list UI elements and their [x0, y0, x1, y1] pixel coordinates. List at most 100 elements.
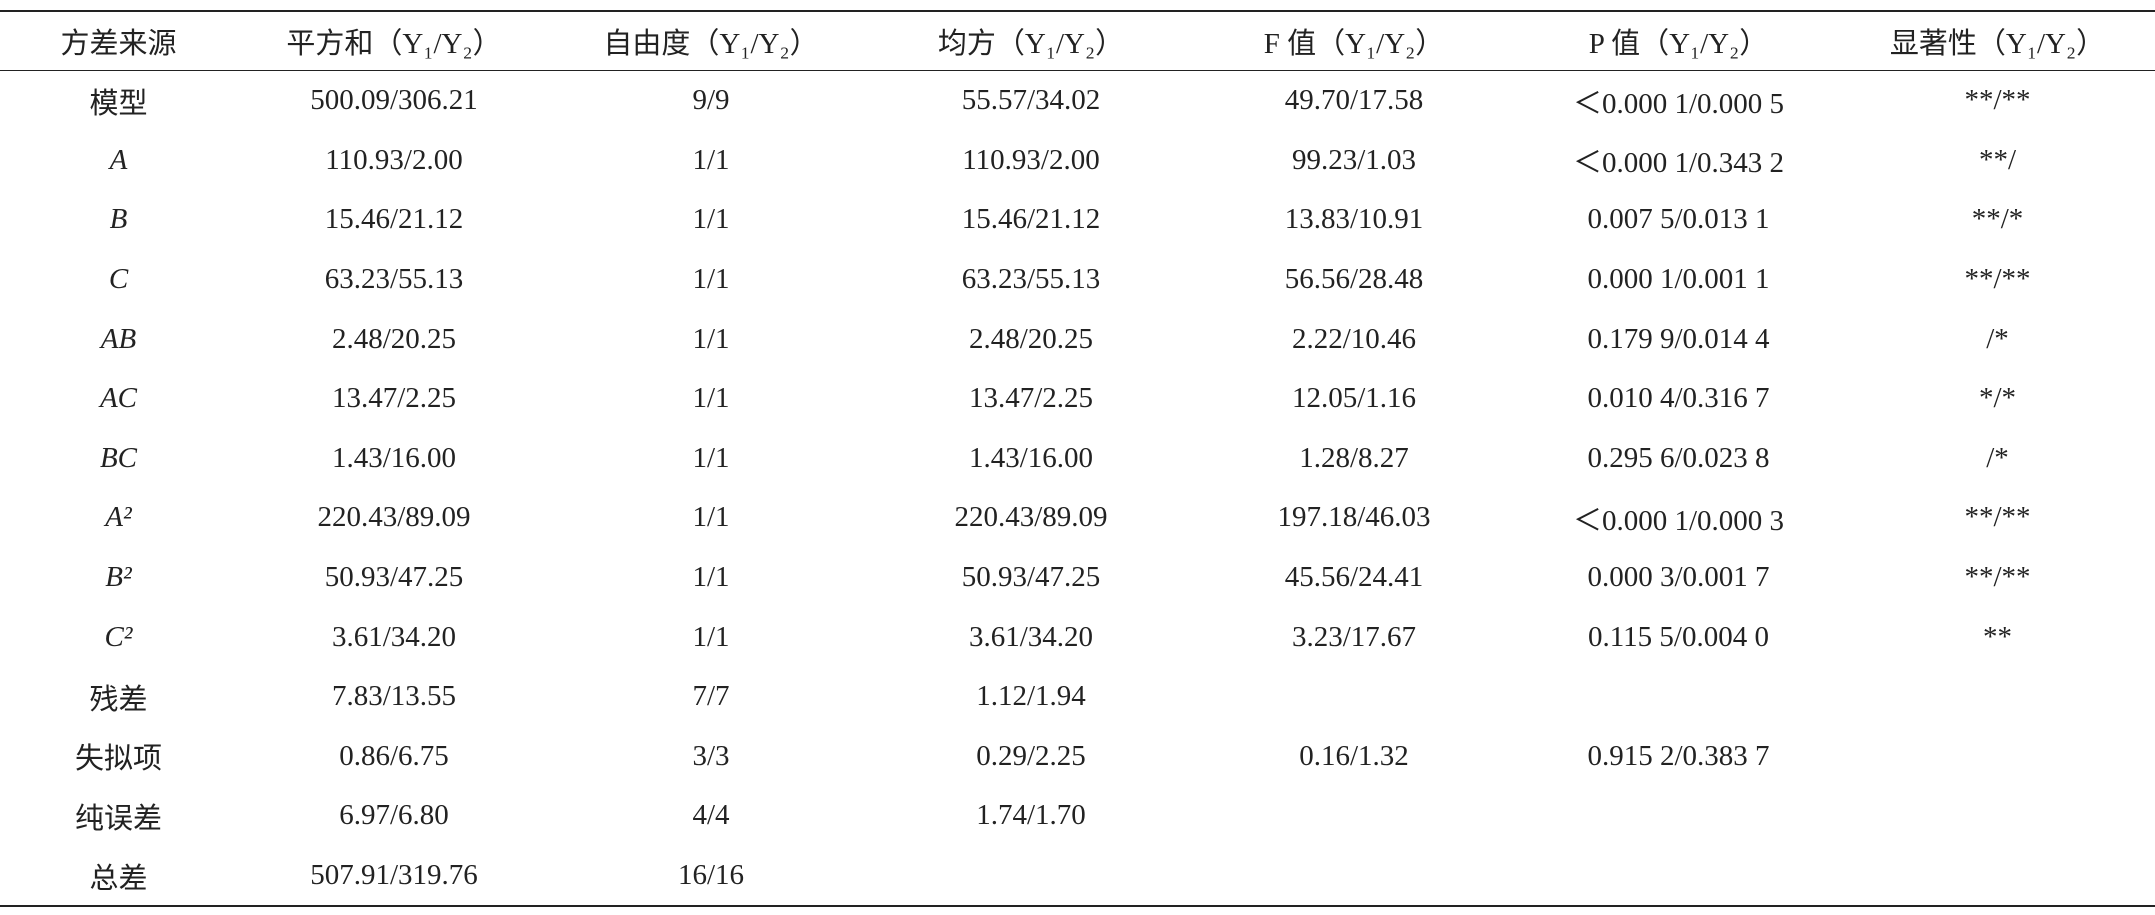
value-cell: 16/16	[677, 859, 745, 892]
header-cell: F 值（Y₁/Y₂）	[1263, 28, 1445, 60]
header-cell: 显著性（Y₁/Y₂）	[1889, 28, 2106, 60]
source-cell: 纯误差	[74, 802, 162, 835]
table-row: 纯误差 6.97/6.80 4/4 1.74/1.70	[0, 786, 2155, 846]
table-row: A 110.93/2.00 1/1 110.93/2.00 99.23/1.03 ＜0.0…	[0, 131, 2155, 191]
value-cell: 13.47/2.25	[968, 382, 1094, 415]
value-cell: /*	[1986, 322, 2009, 355]
table-row: C² 3.61/34.20 1/1 3.61/34.20 3.23/17.67 0.115…	[0, 607, 2155, 667]
table-row: C 63.23/55.13 1/1 63.23/55.13 56.56/28.48 0.0…	[0, 250, 2155, 310]
header-cell: P 值（Y₁/Y₂）	[1588, 28, 1769, 60]
header-cell: 均方（Y₁/Y₂）	[937, 28, 1125, 60]
value-cell: 220.43/89.09	[317, 501, 471, 534]
value-cell: 13.47/2.25	[331, 382, 457, 415]
value-cell: 1/1	[692, 263, 730, 296]
value-cell: **	[1983, 620, 2012, 653]
value-cell: **/	[1978, 143, 2017, 176]
value-cell	[1517, 846, 1840, 907]
table-row: 总差 507.91/319.76 16/16	[0, 846, 2155, 907]
value-cell: **/**	[1964, 561, 2031, 594]
value-cell: 0.86/6.75	[339, 739, 449, 772]
value-cell: 6.97/6.80	[339, 799, 449, 832]
value-cell	[1191, 786, 1517, 846]
value-cell: */*	[1978, 382, 2017, 415]
value-cell: 3.23/17.67	[1291, 620, 1417, 653]
value-cell: 99.23/1.03	[1291, 143, 1417, 176]
value-cell: 4/4	[692, 799, 730, 832]
value-cell: 1/1	[692, 382, 730, 415]
value-cell: **/**	[1964, 501, 2031, 534]
header-cell: 自由度（Y₁/Y₂）	[603, 28, 819, 60]
table-container: 方差来源 平方和（Y₁/Y₂） 自由度（Y₁/Y₂） 均方（Y₁/Y₂） F 值（Y₁/…	[0, 10, 2155, 907]
value-cell	[1840, 727, 2155, 787]
value-cell: 9/9	[692, 84, 730, 117]
value-cell: 1.43/16.00	[331, 441, 457, 474]
value-cell: 1/1	[692, 501, 730, 534]
table-row: 残差 7.83/13.55 7/7 1.12/1.94	[0, 667, 2155, 727]
value-cell: 500.09/306.21	[310, 84, 478, 117]
value-cell: 2.48/20.25	[331, 322, 457, 355]
value-cell: 63.23/55.13	[961, 263, 1101, 296]
value-cell: 0.115 5/0.004 0	[1588, 620, 1769, 653]
header-cell: 方差来源	[60, 28, 177, 60]
source-cell: B	[109, 203, 128, 236]
value-cell: 55.57/34.02	[961, 84, 1101, 117]
value-cell: 1/1	[692, 143, 730, 176]
value-cell: 0.295 6/0.023 8	[1587, 441, 1770, 474]
source-cell: C	[108, 263, 129, 296]
value-cell: ＜0.000 1/0.000 3	[1572, 504, 1785, 537]
value-cell	[1840, 786, 2155, 846]
table-row: B 15.46/21.12 1/1 15.46/21.12 13.83/10.91 0.0…	[0, 190, 2155, 250]
value-cell: 1.74/1.70	[976, 799, 1086, 832]
value-cell: 15.46/21.12	[324, 203, 464, 236]
value-cell: 1/1	[692, 620, 730, 653]
source-cell: AB	[100, 322, 137, 355]
source-cell: 残差	[89, 683, 148, 716]
anova-table: 方差来源 平方和（Y₁/Y₂） 自由度（Y₁/Y₂） 均方（Y₁/Y₂） F 值（Y₁/…	[0, 10, 2155, 907]
value-cell: 2.48/20.25	[968, 322, 1094, 355]
value-cell: 0.915 2/0.383 7	[1587, 739, 1770, 772]
value-cell: 0.16/1.32	[1299, 739, 1409, 772]
source-cell: 总差	[89, 862, 148, 895]
value-cell: 7/7	[692, 680, 730, 713]
value-cell: 0.010 4/0.316 7	[1587, 382, 1770, 415]
value-cell: 1/1	[692, 561, 730, 594]
value-cell: 2.22/10.46	[1291, 322, 1417, 355]
source-cell: BC	[99, 441, 138, 474]
value-cell: **/**	[1964, 84, 2031, 117]
value-cell: **/*	[1971, 203, 2024, 236]
source-cell: C²	[104, 620, 133, 653]
value-cell: 45.56/24.41	[1284, 561, 1424, 594]
value-cell: 12.05/1.16	[1291, 382, 1417, 415]
value-cell: 50.93/47.25	[324, 561, 464, 594]
source-cell: 模型	[89, 87, 148, 120]
value-cell: 197.18/46.03	[1277, 501, 1431, 534]
value-cell	[1191, 667, 1517, 727]
source-cell: A²	[105, 501, 132, 534]
value-cell: ＜0.000 1/0.000 5	[1572, 87, 1785, 120]
value-cell: 0.29/2.25	[976, 739, 1086, 772]
value-cell: 507.91/319.76	[310, 859, 478, 892]
value-cell: 1/1	[692, 322, 730, 355]
table-row: B² 50.93/47.25 1/1 50.93/47.25 45.56/24.41 0.…	[0, 548, 2155, 608]
value-cell: 0.000 3/0.001 7	[1587, 561, 1770, 594]
header-cell: 平方和（Y₁/Y₂）	[286, 28, 502, 60]
table-row: 失拟项 0.86/6.75 3/3 0.29/2.25 0.16/1.32 0.915 2…	[0, 727, 2155, 787]
value-cell: 3.61/34.20	[968, 620, 1094, 653]
value-cell: 1.43/16.00	[968, 441, 1094, 474]
value-cell: 1.28/8.27	[1299, 441, 1409, 474]
table-row: A² 220.43/89.09 1/1 220.43/89.09 197.18/46.0…	[0, 488, 2155, 548]
source-cell: A	[109, 143, 128, 176]
table-row: AC 13.47/2.25 1/1 13.47/2.25 12.05/1.16 0.010…	[0, 369, 2155, 429]
table-row: AB 2.48/20.25 1/1 2.48/20.25 2.22/10.46 0.179…	[0, 309, 2155, 369]
value-cell: 0.000 1/0.001 1	[1587, 263, 1770, 296]
value-cell: **/**	[1964, 263, 2031, 296]
value-cell: 220.43/89.09	[954, 501, 1108, 534]
value-cell: 1.12/1.94	[976, 680, 1086, 713]
table-row: BC 1.43/16.00 1/1 1.43/16.00 1.28/8.27 0.295 …	[0, 429, 2155, 489]
value-cell: 50.93/47.25	[961, 561, 1101, 594]
value-cell: 15.46/21.12	[961, 203, 1101, 236]
value-cell: 1/1	[692, 441, 730, 474]
table-body: 模型 500.09/306.21 9/9 55.57/34.02 49.70/17.58…	[0, 71, 2155, 907]
value-cell: 1/1	[692, 203, 730, 236]
source-cell: 失拟项	[74, 743, 162, 776]
